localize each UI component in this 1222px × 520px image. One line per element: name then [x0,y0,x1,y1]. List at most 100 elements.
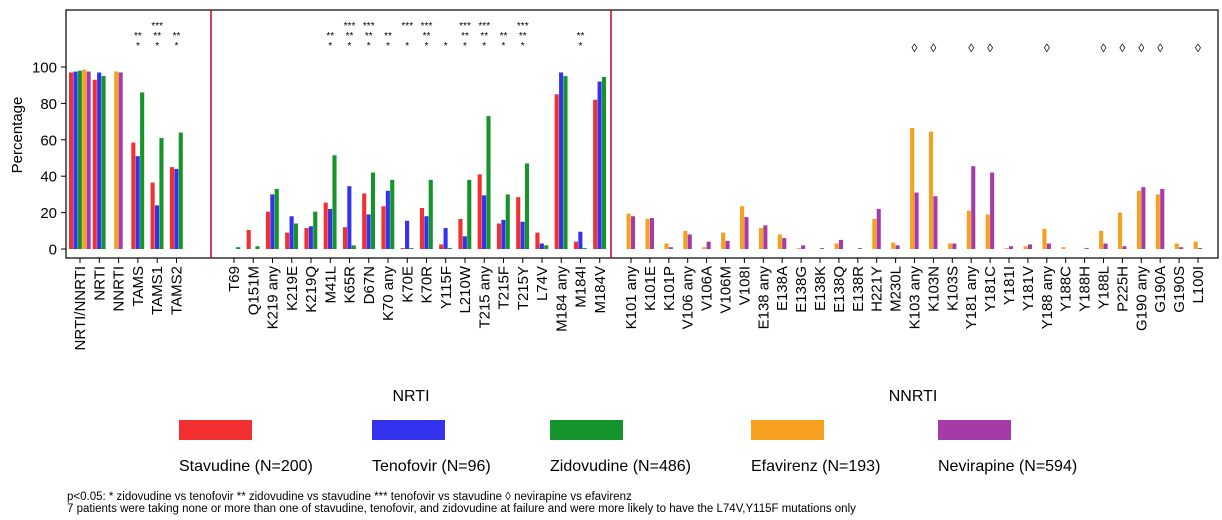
bar [69,72,74,250]
bar [1179,247,1184,249]
legend-swatch [179,420,252,440]
significance-marker: ** [173,31,181,42]
x-tick-label: Y115F [438,266,455,309]
bar [428,179,433,249]
significance-marker: *** [401,21,413,32]
x-tick-label: TAMS2 [169,266,186,315]
bar [891,242,896,249]
significance-marker: ◊ [987,41,993,55]
bar [419,208,424,249]
bar [135,156,140,249]
bar [140,92,145,249]
legend-label: Stavudine (N=200) [179,458,313,475]
x-tick-label: Y188 any [1039,266,1056,330]
bar [400,248,405,249]
bar [834,243,839,249]
bar [467,179,472,249]
x-tick-label: K70E [399,266,416,303]
y-tick-label: 40 [40,169,57,186]
significance-marker: ** [326,31,334,42]
bar [265,211,270,249]
y-tick-label: 0 [49,242,57,259]
x-tick-label: E138G [793,266,810,313]
bar [274,188,279,249]
bar [114,71,119,249]
bar [150,182,155,249]
significance-marker: ◊ [912,41,918,55]
x-tick-label: E138Q [831,266,848,313]
significance-marker: ◊ [1044,41,1050,55]
bar [313,211,318,249]
bar [409,248,414,249]
bar [740,206,745,249]
bar [462,236,467,249]
bar [381,206,386,249]
bar [910,127,915,249]
x-tick-label: L74V [534,266,551,301]
footnote: p<0.05: * zidovudine vs tenofovir ** zid… [67,491,632,503]
significance-marker: ** [500,31,508,42]
bar [390,179,395,249]
bar [246,229,251,249]
bar [328,208,333,249]
significance-marker: * [175,41,179,52]
bar [385,190,390,249]
bar [501,219,506,249]
bar [947,243,952,249]
bar [578,231,583,249]
significance-marker: ** [153,31,161,42]
x-tick-label: L100I [1190,266,1207,304]
significance-marker: *** [478,21,490,32]
bar [1160,188,1165,249]
x-tick-label: Y188H [1077,266,1094,312]
bar [347,186,352,249]
bar [482,195,487,249]
x-tick-label: M184 any [553,266,570,332]
x-tick-label: Y181I [1001,266,1018,305]
bar [535,232,540,249]
significance-marker: ◊ [1195,41,1201,55]
bar [366,214,371,249]
bar [342,227,347,249]
x-tick-label: Y181V [1020,266,1037,311]
bar [952,243,957,249]
bar [174,168,179,249]
bar [971,166,976,249]
bar [1118,212,1123,249]
x-tick-label: T69 [226,266,243,292]
x-tick-label: P225H [1114,266,1131,312]
x-tick-label: V106A [699,266,716,311]
significance-marker: ** [365,31,373,42]
significance-marker: * [155,41,159,52]
bars-layer [69,69,1203,250]
bar [721,232,726,249]
bar [520,221,525,249]
bar [289,216,294,249]
bar [1155,194,1160,249]
x-tick-labels: NRTI/NNRTI NRTI NNRTI TAMS TAMS1 TAMS2 T69 Q151… [72,258,1207,350]
significance-markers: ****************************************… [134,21,1201,55]
x-tick-label: NRTI/NNRTI [72,266,89,350]
x-tick-label: K103S [944,266,961,311]
panel-label: NRTI [392,388,429,405]
bar [573,241,578,249]
significance-marker: * [386,41,390,52]
x-tick-label: K65R [342,266,359,304]
bar [582,248,587,249]
bar [486,116,491,249]
bar [270,194,275,249]
significance-marker: * [444,41,448,52]
bar [101,76,106,249]
x-tick-label: K101 any [623,266,640,330]
significance-marker: * [579,41,583,52]
bar [985,214,990,249]
bar [702,247,707,249]
significance-marker: * [367,41,371,52]
bar [1061,247,1066,249]
significance-marker: ** [577,31,585,42]
significance-marker: * [463,41,467,52]
x-tick-label: TAMS [130,266,147,307]
bar [706,241,711,249]
significance-marker: * [136,41,140,52]
